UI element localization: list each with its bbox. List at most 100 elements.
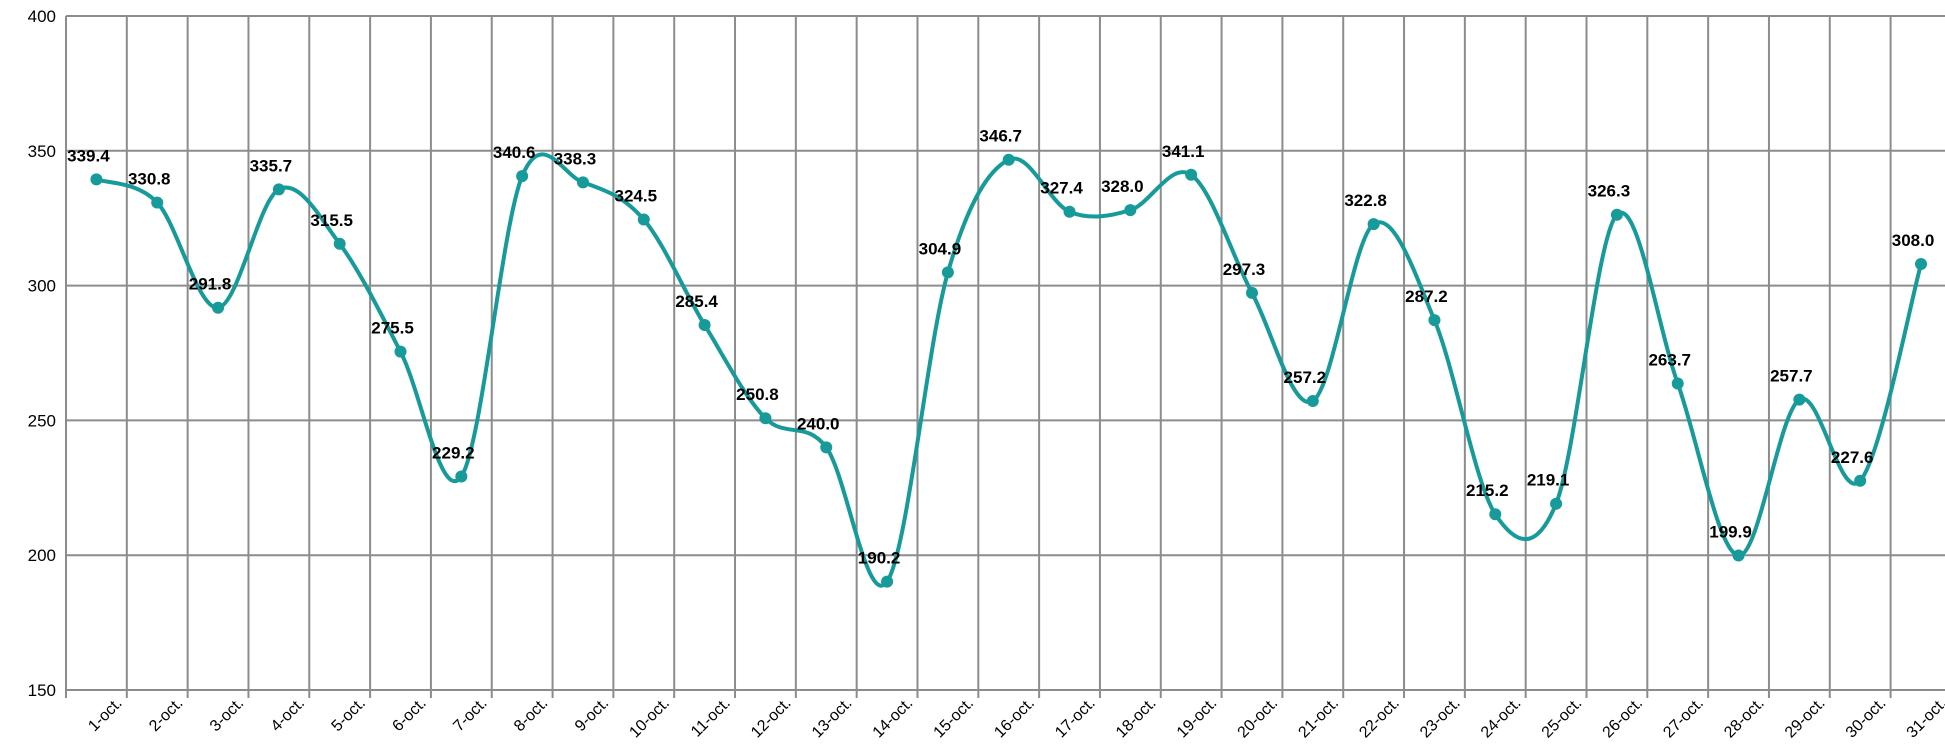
value-label: 257.7 — [1770, 367, 1813, 386]
x-tick-label: 10-oct. — [626, 695, 673, 742]
value-label: 324.5 — [615, 187, 658, 206]
value-label: 340.6 — [493, 143, 536, 162]
y-tick-label: 200 — [28, 546, 56, 565]
point — [1489, 508, 1502, 521]
value-label: 285.4 — [675, 292, 718, 311]
value-label: 257.2 — [1284, 368, 1327, 387]
x-tick-label: 15-oct. — [931, 695, 978, 742]
y-tick-label: 300 — [28, 277, 56, 296]
value-label: 330.8 — [128, 170, 171, 189]
point — [1306, 394, 1319, 407]
point — [1610, 208, 1623, 221]
x-tick-label: 14-oct. — [870, 695, 917, 742]
value-label: 341.1 — [1162, 142, 1205, 161]
point — [151, 196, 164, 209]
x-tick-label: 25-oct. — [1539, 695, 1586, 742]
point — [394, 345, 407, 358]
value-label: 250.8 — [736, 385, 779, 404]
value-label: 346.7 — [979, 127, 1022, 146]
line — [95, 152, 1923, 588]
x-tick-label: 19-oct. — [1174, 695, 1221, 742]
point — [576, 176, 589, 189]
x-tick-label: 4-oct. — [268, 695, 308, 735]
x-tick-label: 29-oct. — [1782, 695, 1829, 742]
x-tick-label: 5-oct. — [329, 695, 369, 735]
x-tick-label: 27-oct. — [1660, 695, 1707, 742]
value-label: 338.3 — [554, 149, 597, 168]
value-label: 326.3 — [1588, 182, 1631, 201]
point — [90, 173, 103, 186]
point — [516, 170, 529, 183]
point — [1915, 258, 1928, 271]
point — [212, 301, 225, 314]
value-label: 275.5 — [371, 319, 414, 338]
point — [1854, 474, 1867, 487]
x-tick-label: 8-oct. — [511, 695, 551, 735]
x-tick-label: 7-oct. — [450, 695, 490, 735]
value-label: 315.5 — [310, 211, 353, 230]
point — [637, 213, 650, 226]
value-label: 297.3 — [1223, 260, 1266, 279]
x-tick-label: 1-oct. — [85, 695, 125, 735]
x-tick-label: 6-oct. — [389, 695, 429, 735]
point — [272, 183, 285, 196]
value-label: 215.2 — [1466, 481, 1509, 500]
x-tick-label: 20-oct. — [1235, 695, 1282, 742]
point — [1793, 393, 1806, 406]
x-tick-label: 18-oct. — [1113, 695, 1160, 742]
point — [1185, 168, 1198, 181]
x-tick-label: 22-oct. — [1356, 695, 1403, 742]
point — [881, 575, 894, 588]
point — [1732, 549, 1745, 562]
point — [1671, 377, 1684, 390]
x-tick-label: 3-oct. — [207, 695, 247, 735]
value-label: 287.2 — [1405, 287, 1448, 306]
value-label: 229.2 — [432, 443, 475, 462]
value-label: 227.6 — [1831, 448, 1874, 467]
point — [759, 412, 772, 425]
x-tick-label: 2-oct. — [146, 695, 186, 735]
x-tick-label: 13-oct. — [809, 695, 856, 742]
point — [941, 266, 954, 279]
value-label: 263.7 — [1648, 350, 1691, 369]
point — [1550, 497, 1563, 510]
x-tick-label: 28-oct. — [1721, 695, 1768, 742]
value-label: 308.0 — [1892, 231, 1935, 250]
x-tick-label: 21-oct. — [1295, 695, 1342, 742]
point — [1367, 218, 1380, 231]
point — [1428, 314, 1441, 327]
x-tick-label: 17-oct. — [1052, 695, 1099, 742]
point — [1063, 205, 1076, 218]
x-tick-label: 12-oct. — [748, 695, 795, 742]
value-label: 328.0 — [1101, 177, 1144, 196]
value-label: 322.8 — [1344, 191, 1387, 210]
value-label: 291.8 — [189, 275, 232, 294]
x-tick-label: 16-oct. — [991, 695, 1038, 742]
x-tick-label: 26-oct. — [1600, 695, 1647, 742]
point — [455, 470, 468, 483]
point — [333, 237, 346, 250]
y-tick-label: 150 — [28, 681, 56, 700]
value-label: 327.4 — [1040, 179, 1083, 198]
value-label: 240.0 — [797, 414, 840, 433]
x-tick-label: 30-oct. — [1843, 695, 1890, 742]
x-tick-label: 24-oct. — [1478, 695, 1525, 742]
value-label: 339.4 — [67, 146, 110, 165]
x-tick-label: 11-oct. — [688, 695, 734, 741]
point — [1245, 286, 1258, 299]
point — [698, 318, 711, 331]
x-tick-label: 9-oct. — [572, 695, 612, 735]
value-label: 219.1 — [1527, 471, 1570, 490]
value-label: 190.2 — [858, 549, 901, 568]
point — [820, 441, 833, 454]
x-tick-label: 23-oct. — [1417, 695, 1464, 742]
point — [1124, 204, 1137, 217]
value-label: 199.9 — [1709, 522, 1752, 541]
value-label: 304.9 — [919, 239, 962, 258]
x-tick-label: 31-oct. — [1904, 695, 1945, 742]
point — [1002, 153, 1015, 166]
y-tick-label: 250 — [28, 411, 56, 430]
y-tick-label: 350 — [28, 142, 56, 161]
y-tick-label: 400 — [28, 7, 56, 26]
